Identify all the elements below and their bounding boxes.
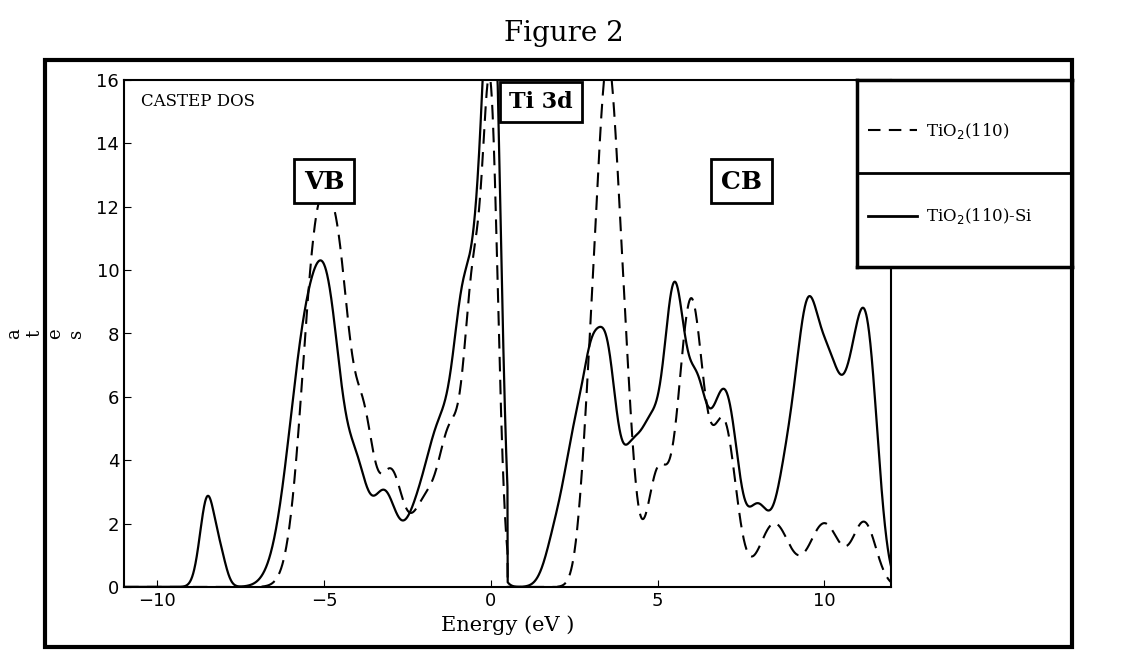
X-axis label: Energy (eV ): Energy (eV ) <box>441 616 574 635</box>
Text: TiO$_2$(110): TiO$_2$(110) <box>925 121 1009 141</box>
Text: VB: VB <box>303 169 344 193</box>
Text: Figure 2: Figure 2 <box>504 20 623 47</box>
Text: TiO$_2$(110)-Si: TiO$_2$(110)-Si <box>925 206 1031 226</box>
Text: Ti 3d: Ti 3d <box>508 91 573 113</box>
Y-axis label: D
e
n
s
i
t
y
 
o
f
 
s
t
a
t
e
s: D e n s i t y o f s t a t e s <box>0 326 86 341</box>
Text: CB: CB <box>720 169 761 193</box>
Text: CASTEP DOS: CASTEP DOS <box>141 93 255 109</box>
